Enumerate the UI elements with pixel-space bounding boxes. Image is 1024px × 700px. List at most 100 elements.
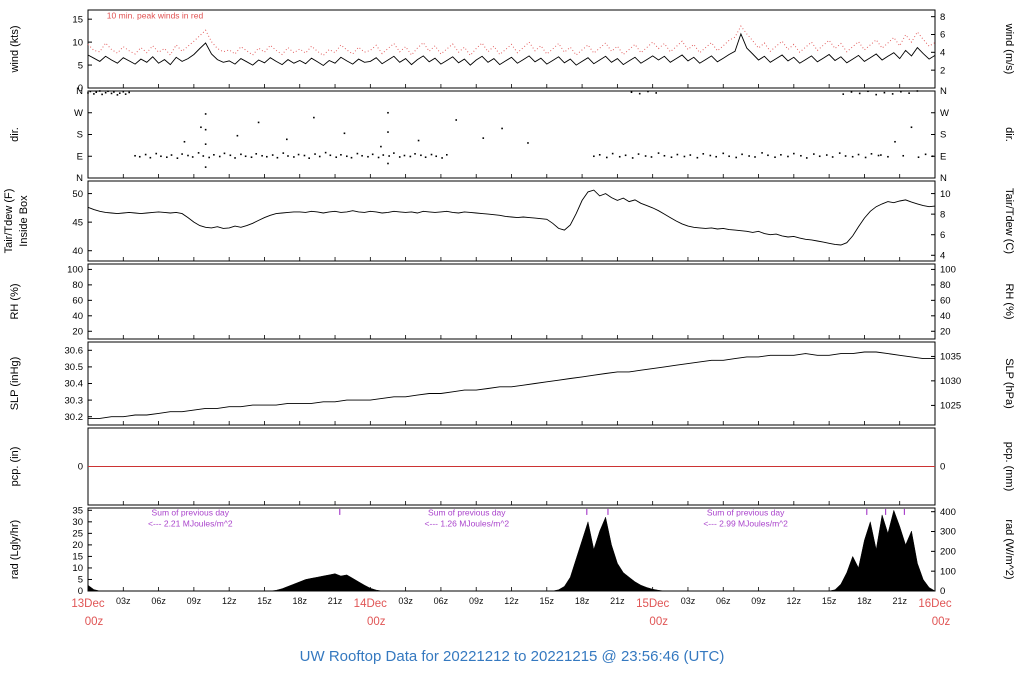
left-tick-label: 30.4 [65,379,84,390]
dir-scatter [361,154,363,157]
dir-scatter [638,92,641,95]
dir-scatter [113,91,115,93]
dir-scatter [598,154,601,156]
dir-scatter [261,154,263,157]
dir-scatter [417,139,420,142]
right-tick-label: 4 [940,250,945,261]
dir-scatter [128,91,130,94]
right-tick-label: N [940,86,947,97]
dir-scatter [880,154,882,156]
right-tick-label: 6 [940,30,945,41]
left-axis-label: wind (kts) [9,25,21,73]
x-minor-label: 21z [610,596,625,606]
left-tick-label: 30 [72,517,83,528]
left-tick-label: 15 [72,552,83,563]
dir-scatter [98,90,101,92]
dir-scatter [382,154,385,156]
dir-scatter [155,152,158,155]
dir-scatter [324,151,327,154]
left-tick-label: N [76,86,83,97]
dir-scatter [346,155,348,158]
dir-scatter [624,154,627,157]
dir-scatter [377,156,380,159]
dir-scatter [138,155,141,158]
dir-scatter [689,154,692,156]
dir-scatter [380,145,382,148]
left-tick-label: 25 [72,529,83,540]
dir-scatter [676,153,679,156]
dir-scatter [761,152,763,154]
panel-annotation: Sum of previous day [152,507,230,517]
dir-scatter [908,92,910,94]
dir-scatter [593,155,595,158]
dir-scatter [850,91,853,93]
x-minor-label: 09z [469,596,484,606]
dir-scatter [202,155,205,157]
right-tick-label: 10 [940,189,951,200]
left-tick-label: 45 [72,217,83,228]
dir-scatter [851,155,854,158]
dir-scatter [318,155,321,158]
dir-scatter [313,116,315,119]
left-tick-label: 15 [72,14,83,25]
dir-scatter [767,154,769,157]
dir-scatter [257,121,260,124]
dir-scatter [414,153,416,155]
dir-scatter [104,91,107,94]
dir-scatter [670,156,673,159]
dir-scatter [204,143,207,145]
x-minor-label: 09z [751,596,766,606]
right-tick-label: 100 [940,265,956,276]
dir-scatter [403,154,406,157]
day-label: 14Dec [354,598,387,610]
day-label: 13Dec [71,598,104,610]
x-minor-label: 15z [822,596,837,606]
dir-scatter [181,153,183,155]
dir-scatter [335,156,338,159]
dir-scatter [754,156,756,158]
x-minor-label: 06z [716,596,731,606]
dir-scatter [445,154,448,156]
dir-scatter [916,90,919,92]
dir-scatter [204,113,207,115]
dir-scatter [735,156,737,159]
left-tick-label: N [76,173,83,184]
right-axis-label: SLP (hPa) [1003,358,1015,409]
dir-scatter [644,155,647,157]
dir-scatter [631,157,634,159]
dir-scatter [441,157,443,159]
dir-scatter [116,94,119,96]
x-minor-label: 12z [504,596,519,606]
dir-scatter [388,155,390,157]
dir-scatter [864,156,867,159]
dir-scatter [204,166,207,168]
dir-scatter [657,152,660,154]
dir-scatter [655,92,657,94]
left-tick-label: 35 [72,506,83,517]
dir-scatter [229,154,232,157]
dir-scatter [118,92,121,94]
x-minor-label: 03z [116,596,131,606]
dir-scatter [424,156,427,159]
dir-scatter [891,93,894,95]
dir-scatter [825,154,828,156]
right-tick-label: 0 [940,462,945,473]
dir-scatter [696,156,699,159]
right-axis-label: RH (%) [1003,283,1015,319]
left-tick-label: 60 [72,296,83,307]
x-minor-label: 12z [222,596,237,606]
dir-scatter [356,152,359,155]
x-minor-label: 18z [857,596,872,606]
panel-annotation: 10 min. peak winds in red [107,10,204,20]
left-tick-label: 40 [72,311,83,322]
chart-caption: UW Rooftop Data for 20221212 to 20221215… [300,648,725,665]
dir-scatter [787,155,789,158]
frame-temp [87,180,936,262]
dir-scatter [236,134,239,137]
dir-scatter [282,152,285,154]
left-tick-label: 10 [72,37,83,48]
left-axis-label: rad (Lgly/hr) [9,520,21,579]
left-tick-label: 10 [72,563,83,574]
dir-scatter [149,156,152,159]
